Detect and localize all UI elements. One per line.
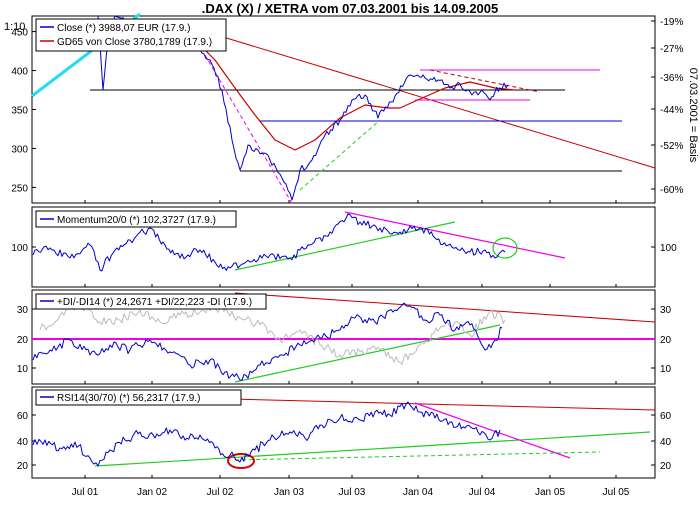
price-y-tick-left: 400 xyxy=(11,67,28,78)
rsi-red-trend xyxy=(229,398,656,411)
x-tick-label: Jul 02 xyxy=(207,487,234,498)
x-tick-label: Jul 05 xyxy=(603,487,630,498)
dmi-y-tick-left: 10 xyxy=(17,364,29,375)
scale-label: 1:10 xyxy=(4,21,25,33)
rsi-y-tick-right: 20 xyxy=(660,461,672,472)
price-y-tick-left: 300 xyxy=(11,144,28,155)
dmi-y-tick-right: 30 xyxy=(660,305,672,316)
price-y-tick-left: 250 xyxy=(11,183,28,194)
price-y-tick-right: -44% xyxy=(660,105,683,116)
price-legend-box xyxy=(35,18,227,52)
dmi-y-tick-left: 20 xyxy=(17,335,29,346)
price-y-tick-right: -36% xyxy=(660,73,683,84)
rsi-line xyxy=(32,401,501,467)
x-tick-label: Jul 03 xyxy=(339,487,366,498)
price-y-tick-right: -27% xyxy=(660,44,683,55)
rsi-legend-entry: RSI14(30/70) (*) 56,2317 (17.9.) xyxy=(57,393,200,404)
dmi-minus-di-line xyxy=(39,303,506,365)
dmi-green-trend xyxy=(234,324,501,383)
price-y-tick-left: 450 xyxy=(11,28,28,39)
rsi-y-tick-right: 60 xyxy=(660,411,672,422)
x-tick-label: Jan 02 xyxy=(137,487,167,498)
rsi-y-tick-left: 20 xyxy=(17,461,29,472)
price-y-tick-left: 350 xyxy=(11,106,28,117)
green-dashed-trend xyxy=(299,119,381,191)
x-tick-label: Jul 01 xyxy=(72,487,99,498)
rsi-legend-box xyxy=(35,389,242,406)
x-tick-label: Jan 05 xyxy=(535,487,565,498)
chart-title: .DAX (X) / XETRA vom 07.03.2001 bis 14.0… xyxy=(202,1,499,16)
dmi-plus-di-line xyxy=(32,302,503,381)
dmi-y-tick-left: 30 xyxy=(17,305,29,316)
gd65-line xyxy=(204,49,516,151)
dmi-red-trend xyxy=(234,292,656,323)
momentum-green-trend xyxy=(234,221,456,271)
rsi-highlight-ellipse xyxy=(227,453,255,469)
price-legend-entry: GD65 von Close 3780,1789 (17.9.) xyxy=(57,37,212,48)
rsi-magenta-trend xyxy=(414,402,571,459)
x-tick-label: Jul 04 xyxy=(469,487,496,498)
price-y-tick-right: -60% xyxy=(660,185,683,196)
magenta-dashed-trend xyxy=(204,54,294,206)
momentum-y-tick-left: 100 xyxy=(11,243,28,254)
momentum-line xyxy=(32,213,506,272)
dmi-y-tick-right: 20 xyxy=(660,335,672,346)
price-y-tick-right: -19% xyxy=(660,17,683,28)
price-y-tick-right: -52% xyxy=(660,141,683,152)
rsi-y-tick-left: 40 xyxy=(17,437,29,448)
rsi-green-dashed xyxy=(234,451,601,461)
panel-dmi-frame xyxy=(31,289,656,385)
red-dashed-channel xyxy=(429,69,541,93)
x-tick-label: Jan 03 xyxy=(274,487,304,498)
momentum-highlight-ellipse xyxy=(492,237,518,259)
rsi-y-tick-right: 40 xyxy=(660,437,672,448)
momentum-legend-entry: Momentum20/0 (*) 102,3727 (17.9.) xyxy=(57,215,216,226)
momentum-legend-box xyxy=(35,210,237,228)
momentum-y-tick-right: 100 xyxy=(660,243,677,254)
rsi-y-tick-left: 60 xyxy=(17,411,29,422)
right-axis-label: 07.03.2001 = Basis xyxy=(687,68,699,163)
x-tick-label: Jan 04 xyxy=(403,487,433,498)
dmi-y-tick-right: 10 xyxy=(660,364,672,375)
red-resistance-line xyxy=(199,29,656,169)
dmi-legend-entry: +DI/-DI14 (*) 24,2671 +DI/22,223 -DI (17… xyxy=(57,297,252,308)
rsi-green-trend xyxy=(94,431,651,467)
panel-rsi-frame xyxy=(31,386,656,479)
dmi-legend-box xyxy=(35,293,267,310)
momentum-magenta-trend xyxy=(344,211,566,259)
price-legend-entry: Close (*) 3988,07 EUR (17.9.) xyxy=(57,23,190,34)
